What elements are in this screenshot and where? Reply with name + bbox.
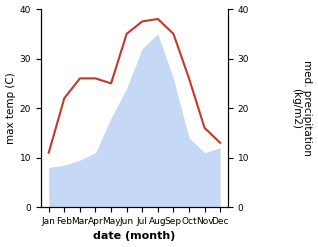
Y-axis label: med. precipitation
(kg/m2): med. precipitation (kg/m2)	[291, 60, 313, 156]
Y-axis label: max temp (C): max temp (C)	[5, 72, 16, 144]
X-axis label: date (month): date (month)	[93, 231, 176, 242]
